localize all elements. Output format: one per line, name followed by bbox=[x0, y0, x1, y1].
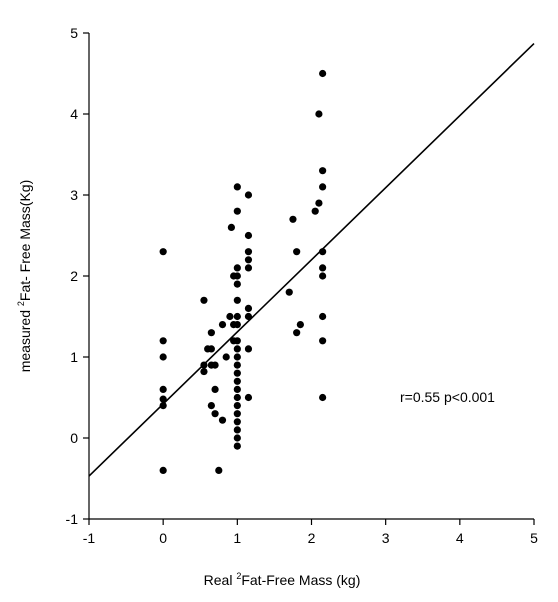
data-point bbox=[233, 361, 241, 369]
data-point bbox=[211, 385, 219, 393]
data-point bbox=[233, 353, 241, 361]
data-point bbox=[233, 272, 241, 280]
data-point bbox=[233, 410, 241, 418]
data-point bbox=[227, 223, 235, 231]
x-tick-label: 2 bbox=[308, 530, 316, 546]
regression-line bbox=[88, 42, 535, 477]
x-axis-title-sup: 2 bbox=[236, 571, 241, 581]
y-axis-title: measured 2Fat- Free Mass(Kg) bbox=[16, 180, 33, 373]
data-point bbox=[233, 442, 241, 450]
data-point bbox=[200, 367, 208, 376]
data-point bbox=[218, 416, 227, 424]
data-point bbox=[289, 215, 297, 223]
data-point bbox=[159, 466, 167, 474]
data-point bbox=[319, 393, 327, 402]
data-point bbox=[244, 231, 253, 240]
data-point bbox=[159, 395, 167, 403]
x-tick-label: 4 bbox=[456, 530, 464, 546]
data-point bbox=[233, 434, 241, 442]
data-point bbox=[207, 345, 215, 353]
x-axis-title-prefix: Real bbox=[204, 572, 237, 588]
data-point bbox=[244, 256, 253, 264]
data-point bbox=[319, 264, 327, 272]
data-points bbox=[159, 69, 327, 474]
data-point bbox=[211, 410, 219, 418]
x-tick-label: 3 bbox=[382, 530, 390, 546]
data-point bbox=[244, 345, 253, 353]
y-tick-label: 3 bbox=[70, 187, 78, 203]
data-point bbox=[319, 167, 327, 175]
data-point bbox=[233, 296, 241, 304]
data-point bbox=[311, 207, 319, 215]
data-point bbox=[293, 329, 301, 337]
x-axis-title: Real 2Fat-Free Mass (kg) bbox=[204, 571, 361, 588]
data-point bbox=[233, 393, 241, 402]
data-point bbox=[233, 312, 241, 321]
data-point bbox=[319, 272, 327, 280]
x-tick-label: -1 bbox=[83, 530, 96, 546]
x-tick-label: 1 bbox=[233, 530, 241, 546]
data-point bbox=[244, 304, 253, 312]
data-point bbox=[233, 377, 241, 385]
data-point bbox=[207, 402, 215, 410]
data-point bbox=[233, 207, 241, 215]
data-point bbox=[233, 280, 241, 288]
data-point bbox=[233, 264, 241, 272]
x-axis-title-suffix: Fat-Free Mass (kg) bbox=[241, 572, 360, 588]
data-point bbox=[226, 312, 234, 321]
data-point bbox=[218, 321, 227, 329]
data-point bbox=[159, 402, 167, 410]
data-point bbox=[293, 248, 301, 256]
annotation-text: r=0.55 p<0.001 bbox=[400, 389, 495, 405]
y-axis-title-suffix: Fat- Free Mass(Kg) bbox=[17, 180, 33, 301]
y-tick-label: 2 bbox=[70, 268, 78, 284]
data-point bbox=[159, 248, 167, 256]
y-tick-label: 0 bbox=[70, 430, 78, 446]
data-point bbox=[244, 393, 253, 402]
data-point bbox=[233, 385, 241, 393]
data-point bbox=[319, 312, 327, 321]
data-point bbox=[315, 199, 323, 207]
y-tick-label: 5 bbox=[70, 25, 78, 41]
y-tick-label: -1 bbox=[66, 511, 79, 527]
y-tick-label: 1 bbox=[70, 349, 78, 365]
data-point bbox=[244, 264, 253, 272]
y-ticks: -1 0 1 2 3 4 5 bbox=[66, 25, 89, 527]
data-point bbox=[319, 337, 327, 345]
axes bbox=[88, 33, 534, 520]
data-point bbox=[233, 418, 241, 426]
data-point bbox=[319, 69, 327, 78]
data-point bbox=[233, 345, 241, 353]
data-point bbox=[211, 361, 219, 369]
data-point bbox=[159, 353, 167, 361]
y-tick-label: 4 bbox=[70, 106, 78, 122]
data-point bbox=[319, 183, 327, 191]
y-axis-title-prefix: measured bbox=[17, 306, 33, 372]
data-point bbox=[222, 353, 230, 361]
data-point bbox=[207, 329, 215, 337]
x-ticks: -1 0 1 2 3 4 5 bbox=[83, 519, 538, 546]
data-point bbox=[315, 110, 323, 118]
data-point bbox=[215, 466, 223, 474]
data-point bbox=[233, 402, 241, 410]
data-point bbox=[159, 337, 167, 345]
x-tick-label: 0 bbox=[159, 530, 167, 546]
data-point bbox=[244, 248, 253, 256]
data-point bbox=[233, 337, 241, 345]
data-point bbox=[233, 321, 241, 329]
data-point bbox=[285, 288, 293, 296]
data-point bbox=[296, 321, 304, 329]
data-point bbox=[200, 296, 208, 304]
data-point bbox=[233, 426, 241, 434]
data-point bbox=[233, 183, 241, 191]
y-axis-title-sup: 2 bbox=[16, 301, 26, 306]
data-point bbox=[159, 385, 167, 393]
x-tick-label: 5 bbox=[530, 530, 538, 546]
data-point bbox=[244, 191, 253, 199]
data-point bbox=[233, 369, 241, 377]
